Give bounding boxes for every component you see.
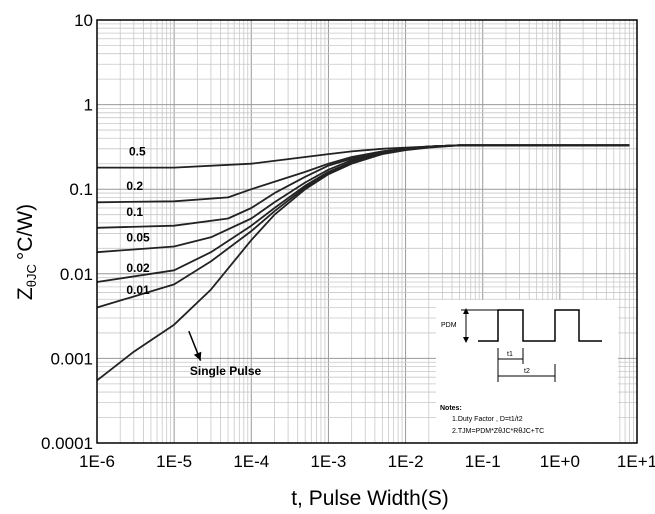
curve-label-0-1: 0.1 [126, 205, 143, 219]
pdm-label: PDM [441, 322, 457, 329]
x-tick-label: 1E-5 [156, 452, 192, 471]
plot-frame [96, 19, 638, 444]
notes-line-1: 1.Duty Factor , D=t1/t2 [452, 416, 523, 423]
curve-label-0-05: 0.05 [126, 231, 150, 245]
y-axis-title: ZθJC °C/W) [14, 204, 39, 300]
notes-inset: PDM t1 t2 Notes: 1.Duty Factor , D=t1/t2… [436, 300, 618, 442]
x-tick-label: 1E-1 [465, 452, 501, 471]
x-axis-title: t, Pulse Width(S) [291, 487, 449, 510]
pdm-arrow-head-top [463, 308, 469, 314]
notes-line-2: 2.TJM=PDM*ZθJC*RθJC+TC [452, 428, 544, 435]
curve-single-pulse [96, 144, 630, 382]
curve-label-0-2: 0.2 [126, 179, 143, 193]
curve-0-02 [96, 144, 630, 283]
x-tick-labels: 1E-6 1E-5 1E-4 1E-3 1E-2 1E-1 1E+0 1E+1 [79, 452, 655, 471]
y-tick-label: 0.01 [60, 265, 93, 284]
curve-0-05 [96, 144, 630, 254]
x-tick-label: 1E-6 [79, 452, 115, 471]
curve-label-0-02: 0.02 [126, 261, 150, 275]
x-tick-label: 1E+1 [617, 452, 655, 471]
curves [96, 144, 630, 382]
x-tick-label: 1E-3 [310, 452, 346, 471]
y-axis-title-sub: θJC [24, 264, 39, 287]
y-axis-title-main: Z [14, 287, 37, 300]
curve-labels: 0.5 0.2 0.1 0.05 0.02 0.01 Single Pulse [126, 145, 261, 378]
t2-label: t2 [524, 368, 530, 375]
svg-text:ZθJC°C/W): ZθJC °C/W) [14, 204, 39, 300]
t1-label: t1 [507, 351, 513, 358]
y-tick-label: 0.1 [69, 180, 93, 199]
single-pulse-arrow [188, 330, 202, 361]
pulse-waveform [478, 309, 602, 342]
y-tick-label: 0.001 [50, 349, 93, 368]
curve-label-0-01: 0.01 [126, 283, 150, 297]
curve-0-2 [96, 144, 630, 204]
curve-0-01 [96, 144, 630, 309]
y-tick-label: 1 [84, 96, 93, 115]
y-tick-label: 0.0001 [41, 434, 93, 453]
y-tick-label: 10 [74, 11, 93, 30]
notes-title: Notes: [440, 405, 462, 412]
x-tick-label: 1E+0 [540, 452, 580, 471]
y-tick-labels: 10 1 0.1 0.01 0.001 0.0001 [41, 11, 93, 453]
x-tick-label: 1E-4 [233, 452, 269, 471]
y-axis-title-unit: °C/W) [14, 204, 37, 260]
curve-label-0-5: 0.5 [129, 145, 146, 159]
x-tick-label: 1E-2 [388, 452, 424, 471]
curve-label-single-pulse: Single Pulse [190, 364, 262, 378]
pdm-arrow-head-bottom [463, 337, 469, 343]
